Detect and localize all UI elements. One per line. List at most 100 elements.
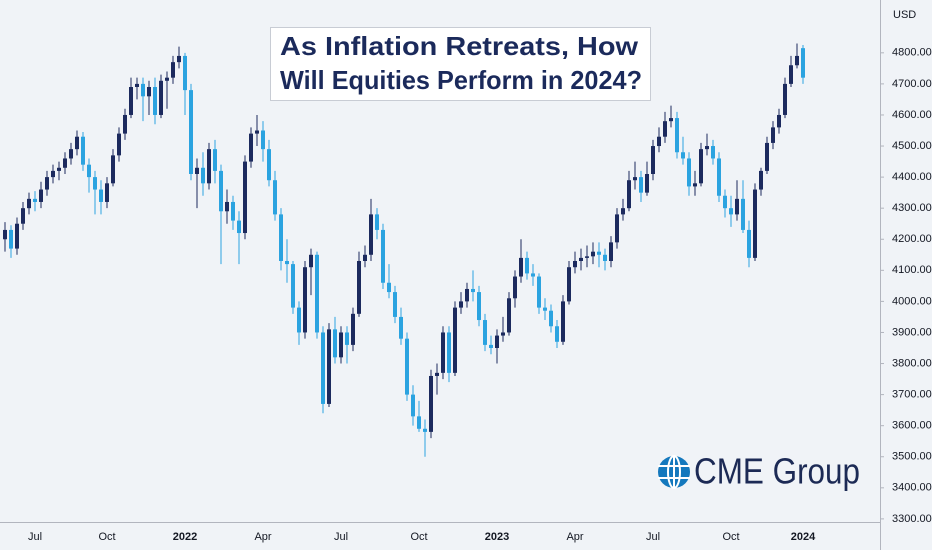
- candle-body: [735, 198, 739, 215]
- candle-body: [69, 149, 73, 159]
- candle-body: [621, 208, 625, 215]
- y-tick-label: 4200.00: [892, 233, 932, 245]
- y-tick-label: 4400.00: [892, 171, 932, 183]
- candle-body: [291, 264, 295, 308]
- candle-body: [9, 229, 13, 249]
- candle-body: [261, 130, 265, 150]
- candle-body: [309, 254, 313, 268]
- candle-body: [597, 251, 601, 255]
- candle-body: [45, 177, 49, 190]
- candle-body: [219, 170, 223, 212]
- candle-body: [237, 220, 241, 234]
- candle-body: [75, 136, 79, 150]
- candle-body: [87, 164, 91, 178]
- currency-label: USD: [893, 9, 916, 21]
- candle-body: [135, 83, 139, 87]
- candle-body: [729, 208, 733, 215]
- candle-body: [741, 198, 745, 230]
- candle-body: [207, 149, 211, 184]
- candle-body: [537, 276, 541, 308]
- candle-body: [423, 428, 427, 432]
- candle-body: [633, 177, 637, 181]
- candle-body: [579, 257, 583, 261]
- x-tick-label: Oct: [410, 531, 427, 543]
- candle-body: [345, 332, 349, 345]
- candle-body: [663, 121, 667, 137]
- candle-body: [615, 214, 619, 243]
- y-tick-label: 3600.00: [892, 420, 932, 432]
- candles: [3, 43, 805, 457]
- candle-body: [561, 301, 565, 342]
- candle-body: [51, 170, 55, 178]
- candle-body: [507, 298, 511, 333]
- candle-body: [303, 267, 307, 333]
- candle-body: [267, 149, 271, 181]
- candle-body: [231, 201, 235, 221]
- candle-body: [525, 257, 529, 274]
- candle-body: [417, 416, 421, 429]
- y-tick-label: 4500.00: [892, 140, 932, 152]
- x-tick-label: Oct: [722, 531, 739, 543]
- candle-body: [279, 214, 283, 261]
- y-tick-label: 3500.00: [892, 451, 932, 463]
- candle-body: [489, 344, 493, 348]
- candle-body: [669, 118, 673, 122]
- candle-body: [513, 276, 517, 299]
- candle-body: [165, 77, 169, 81]
- candle-body: [759, 170, 763, 190]
- candle-body: [753, 189, 757, 258]
- y-tick-label: 3900.00: [892, 326, 932, 338]
- candle-body: [27, 198, 31, 209]
- candle-body: [681, 152, 685, 159]
- candle-body: [747, 229, 751, 258]
- candle-body: [201, 167, 205, 184]
- candle-body: [573, 261, 577, 268]
- candle-body: [567, 267, 571, 302]
- candle-body: [603, 254, 607, 261]
- candle-body: [645, 174, 649, 193]
- y-tick-label: 4600.00: [892, 109, 932, 121]
- candle-body: [339, 332, 343, 358]
- candle-body: [315, 254, 319, 333]
- candle-body: [609, 242, 613, 261]
- candle-body: [3, 229, 7, 240]
- candle-body: [255, 130, 259, 134]
- candle-body: [147, 87, 151, 97]
- candle-body: [189, 90, 193, 174]
- candle-body: [99, 189, 103, 202]
- candle-body: [225, 201, 229, 212]
- candle-body: [387, 282, 391, 293]
- candle-body: [129, 87, 133, 115]
- x-tick-label: Apr: [254, 531, 271, 543]
- candle-body: [183, 55, 187, 91]
- candle-body: [447, 332, 451, 373]
- candle-body: [585, 256, 589, 258]
- y-tick-label: 4300.00: [892, 202, 932, 214]
- candle-body: [723, 195, 727, 209]
- candle-body: [63, 158, 67, 168]
- candle-body: [411, 394, 415, 417]
- candle-body: [381, 229, 385, 283]
- candle-body: [171, 62, 175, 78]
- title-line: As Inflation Retreats, How: [280, 31, 639, 61]
- candle-body: [591, 251, 595, 257]
- x-tick-label: Oct: [98, 531, 115, 543]
- candle-body: [21, 208, 25, 224]
- candle-body: [273, 180, 277, 215]
- title-box: [270, 27, 651, 101]
- candle-body: [639, 177, 643, 193]
- candle-body: [435, 372, 439, 376]
- candle-body: [453, 307, 457, 373]
- x-tick-label: Jul: [646, 531, 660, 543]
- x-tick-label: 2022: [173, 531, 197, 543]
- candle-body: [771, 127, 775, 143]
- candle-body: [81, 136, 85, 165]
- y-tick-label: 4800.00: [892, 47, 932, 59]
- candle-body: [39, 189, 43, 202]
- candle-body: [651, 146, 655, 174]
- y-tick-label: 3800.00: [892, 357, 932, 369]
- candle-body: [327, 329, 331, 404]
- candle-body: [351, 313, 355, 345]
- x-tick-label: Jul: [28, 531, 42, 543]
- candle-body: [393, 292, 397, 317]
